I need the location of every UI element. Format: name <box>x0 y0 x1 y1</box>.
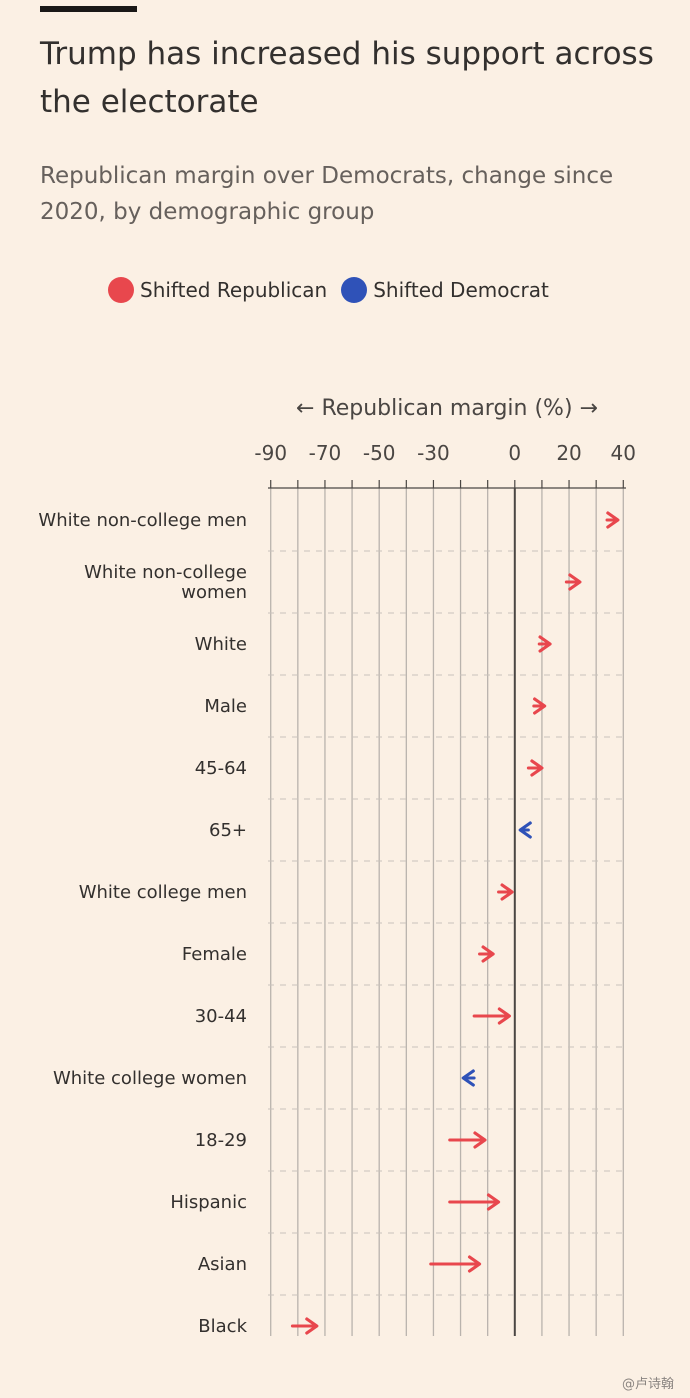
x-tick-label: -30 <box>417 441 450 465</box>
x-tick-label: -70 <box>309 441 342 465</box>
row-label: White <box>195 634 247 655</box>
x-tick-label: 40 <box>611 441 636 465</box>
legend-item-democrat: Shifted Democrat <box>341 277 549 303</box>
arrow-head <box>500 883 514 901</box>
arrow-head <box>461 1069 475 1087</box>
arrow-head <box>518 821 532 839</box>
arrow-head <box>481 945 495 963</box>
row-label: Male <box>204 696 247 717</box>
arrow-head <box>467 1255 482 1273</box>
legend-label-republican: Shifted Republican <box>140 278 328 302</box>
row-label: 65+ <box>209 820 247 841</box>
x-tick-label: 0 <box>508 441 521 465</box>
row-label: Black <box>198 1316 247 1337</box>
x-tick-label: -50 <box>363 441 396 465</box>
row-label: 18-29 <box>195 1130 247 1151</box>
row-label: White college women <box>53 1068 247 1089</box>
row-label: Female <box>182 944 247 965</box>
watermark: @卢诗翰 <box>621 1377 674 1392</box>
top-rule <box>40 6 137 12</box>
legend-label-democrat: Shifted Democrat <box>373 278 549 302</box>
arrow-head <box>606 511 620 529</box>
chart-subtitle: Republican margin over Democrats, change… <box>40 163 614 225</box>
arrow-head <box>530 759 544 777</box>
arrow-head <box>486 1193 501 1211</box>
arrow-head <box>305 1317 319 1335</box>
row-label: White non-college women <box>84 562 247 603</box>
legend-item-republican: Shifted Republican <box>108 277 327 303</box>
arrow-head <box>538 635 552 653</box>
row-label: White non-college men <box>38 510 247 531</box>
chart-title: Trump has increased his support across t… <box>40 36 654 120</box>
x-tick-label: -90 <box>254 441 287 465</box>
arrow-head <box>568 573 582 591</box>
row-label: White college men <box>79 882 247 903</box>
x-axis-label: ← Republican margin (%) → <box>296 396 598 421</box>
row-label: 30-44 <box>195 1006 247 1027</box>
arrow-head <box>473 1131 487 1149</box>
arrow-chart: ← Republican margin (%) → -90 -70 -50 -30 0 20… <box>38 396 636 1337</box>
arrow-head <box>497 1007 511 1025</box>
row-label: Asian <box>198 1254 247 1275</box>
arrow-head <box>533 697 547 715</box>
row-label: Hispanic <box>170 1192 247 1213</box>
legend-swatch-democrat <box>341 277 368 303</box>
legend-swatch-republican <box>108 277 134 303</box>
row-label: 45-64 <box>195 758 247 779</box>
x-tick-label: 20 <box>556 441 581 465</box>
legend: Shifted Republican Shifted Democrat <box>108 276 563 304</box>
